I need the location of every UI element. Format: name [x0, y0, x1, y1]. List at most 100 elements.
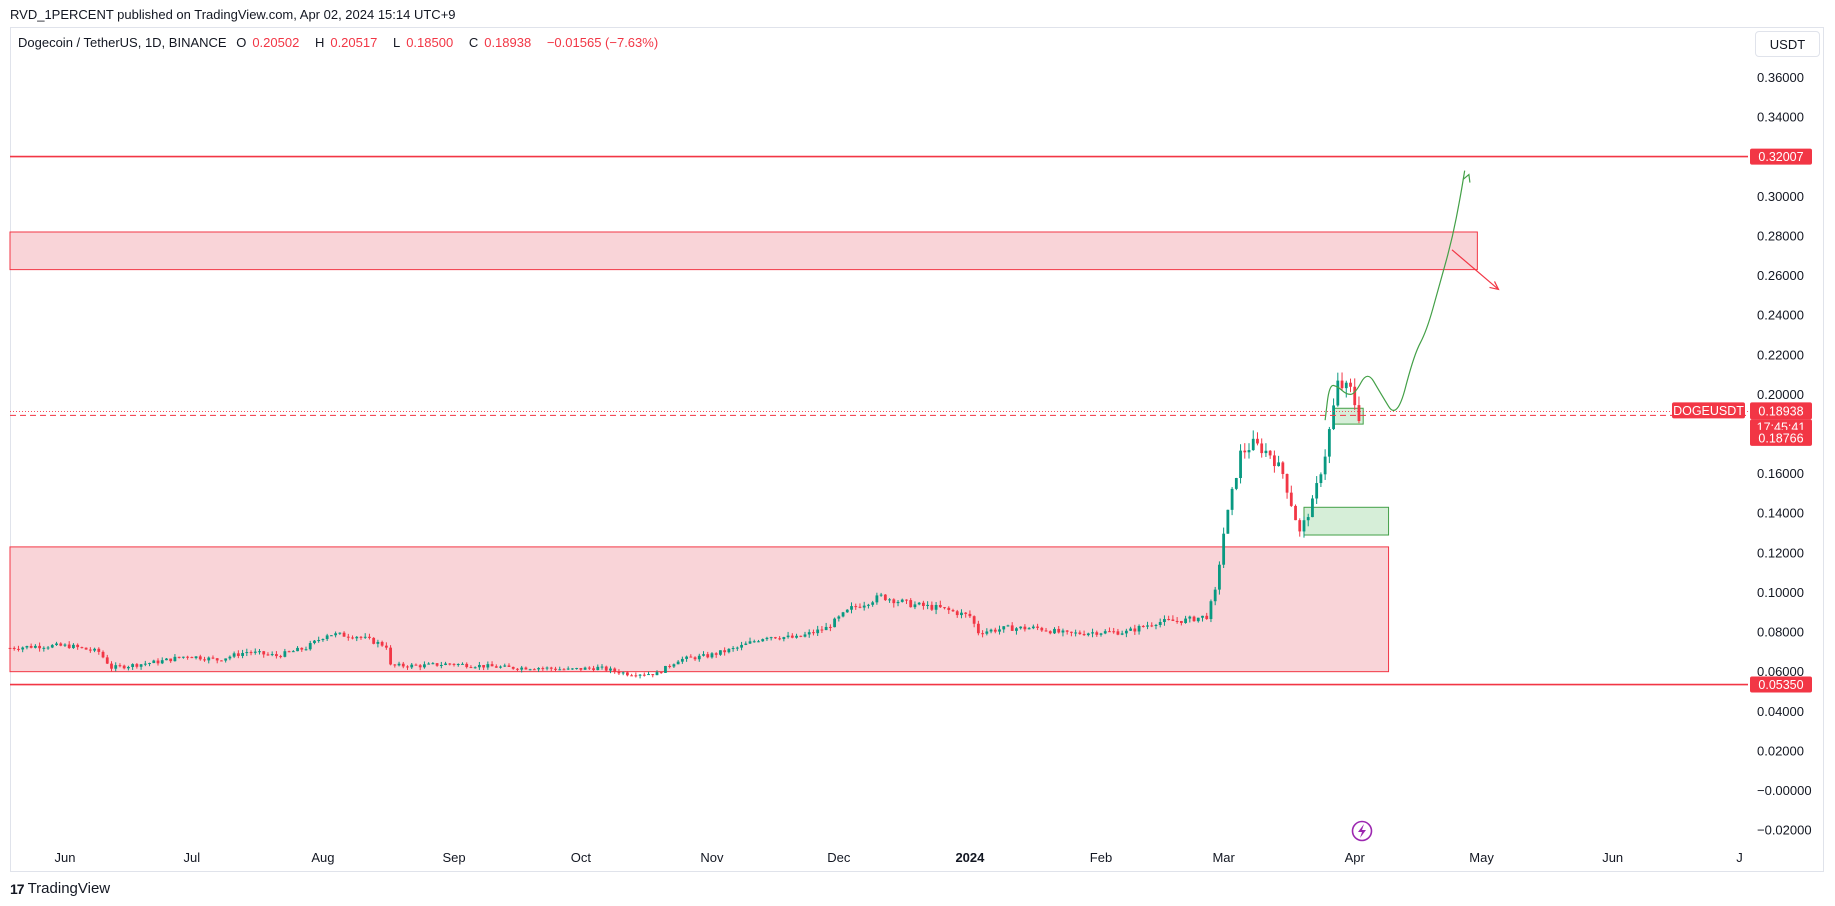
tradingview-logo[interactable]: 17 TradingView [10, 880, 110, 897]
high-value: 0.20517 [330, 35, 378, 50]
candle-up [731, 648, 735, 650]
candle-down [1150, 625, 1154, 627]
candle-up [1196, 617, 1200, 622]
candle-down [249, 652, 253, 654]
candle-down [490, 664, 494, 667]
prev-price-tag-bg [1750, 429, 1812, 446]
candle-down [693, 657, 697, 660]
candle-down [118, 665, 122, 667]
candle-up [25, 645, 29, 648]
candle-down [1205, 615, 1209, 619]
candle-up [194, 656, 198, 659]
candle-down [549, 667, 553, 669]
candle-up [317, 640, 321, 642]
candle-down [351, 637, 354, 639]
candle-down [401, 663, 405, 667]
candle-down [80, 647, 84, 649]
candle-down [1023, 626, 1027, 630]
candle-up [1031, 626, 1035, 629]
candle-up [727, 648, 731, 653]
price-line-tag-bg [1750, 676, 1812, 693]
symbol-title[interactable]: Dogecoin / TetherUS, 1D, BINANCE [18, 35, 227, 50]
candle-down [1340, 380, 1344, 389]
candle-up [647, 674, 650, 676]
price-tick-label: 0.20000 [1757, 387, 1804, 402]
candle-down [1057, 628, 1061, 633]
candle-down [389, 647, 392, 665]
candle-up [871, 602, 875, 605]
price-tick-label: 0.10000 [1757, 585, 1804, 600]
candle-down [1065, 630, 1069, 632]
candle-up [431, 663, 435, 665]
candle-up [1218, 564, 1221, 590]
candle-up [710, 653, 714, 658]
candle-up [325, 635, 329, 640]
price-axis[interactable]: 0.36000 0.34000 0.30000 0.28000 0.26000 0.240… [1757, 70, 1812, 838]
candle-down [198, 656, 202, 660]
time-tick-label: Mar [1212, 850, 1235, 865]
candle-up [1226, 509, 1230, 534]
candle-up [160, 660, 164, 664]
candle-up [313, 640, 316, 644]
candle-down [1044, 630, 1048, 632]
candle-down [101, 651, 105, 658]
candle-down [993, 629, 997, 632]
candle-up [1019, 626, 1023, 629]
candle-down [905, 599, 908, 601]
candle-down [1268, 450, 1272, 456]
candle-up [1332, 405, 1335, 430]
price-tick-label: 0.30000 [1757, 189, 1804, 204]
candle-down [452, 663, 456, 665]
candle-up [1103, 631, 1107, 634]
candle-up [1277, 462, 1281, 467]
candle-up [1247, 450, 1251, 453]
candle-down [968, 613, 972, 617]
candle-up [744, 643, 748, 645]
candle-down [1243, 450, 1247, 453]
candle-down [858, 606, 862, 608]
demand-zone-lower [1303, 506, 1390, 536]
candle-up [862, 605, 866, 608]
candle-up [697, 655, 701, 660]
candle-up [1061, 630, 1065, 633]
candle-down [930, 604, 934, 610]
candle-up [913, 604, 917, 608]
candle-down [59, 643, 63, 646]
candle-down [532, 669, 536, 671]
time-tick-label: Sep [442, 850, 465, 865]
price-tick-label: 0.14000 [1757, 506, 1804, 521]
candle-up [816, 629, 820, 634]
price-line-tag-bg [1750, 148, 1812, 165]
candle-up [1074, 632, 1078, 634]
candle-up [1137, 625, 1141, 632]
candle-up [833, 618, 836, 628]
tradingview-brand: TradingView [27, 880, 111, 897]
candle-down [236, 653, 240, 656]
candle-up [329, 635, 333, 637]
candle-down [883, 594, 887, 601]
candle-down [659, 672, 663, 674]
candle-up [1091, 632, 1094, 634]
candle-up [664, 665, 667, 673]
candle-up [621, 672, 625, 674]
candle-up [477, 664, 481, 668]
candle-up [439, 664, 443, 666]
price-tick-label: 0.12000 [1757, 545, 1804, 560]
candle-down [630, 675, 634, 677]
time-tick-label: Dec [827, 850, 851, 865]
candle-up [1234, 478, 1238, 489]
candle-up [765, 637, 769, 640]
currency-button[interactable]: USDT [1755, 31, 1820, 57]
candle-up [960, 612, 963, 616]
candle-down [156, 660, 160, 664]
current-price-tag: 0.18938 [1758, 404, 1803, 418]
candle-down [1294, 505, 1297, 521]
time-axis[interactable]: Jun Jul Aug Sep Oct Nov Dec 2024 Feb Mar Apr May Jun… [54, 850, 1742, 865]
candle-down [1133, 628, 1137, 632]
candle-up [757, 641, 760, 643]
candle-up [1006, 625, 1010, 627]
lightning-icon[interactable] [1351, 820, 1373, 842]
candle-down [1141, 625, 1145, 627]
candle-up [1002, 626, 1006, 630]
